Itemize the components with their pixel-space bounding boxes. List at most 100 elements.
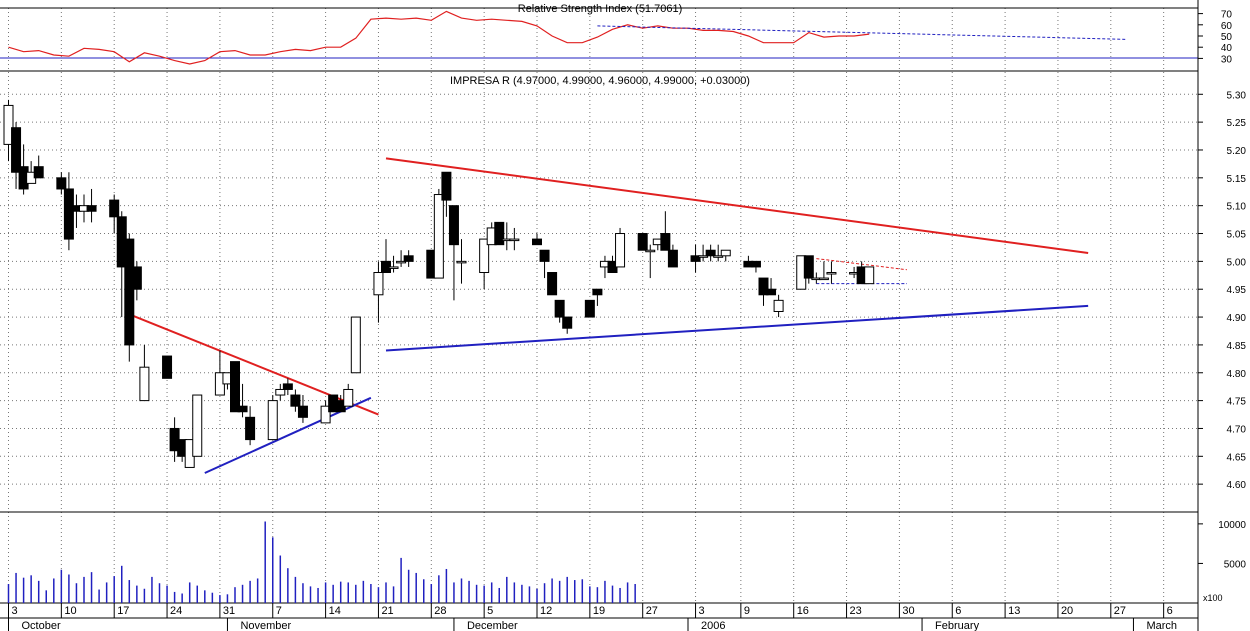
candle	[297, 395, 308, 423]
candle-body	[562, 316, 573, 329]
price-tick-label: 5.30	[1227, 90, 1247, 101]
candle	[698, 244, 709, 262]
candle	[56, 172, 67, 195]
candle-body	[713, 255, 724, 258]
price-tick-label: 5.20	[1227, 146, 1247, 157]
candle	[11, 122, 22, 189]
date-label: 19	[593, 605, 605, 617]
month-label: February	[935, 620, 980, 631]
date-label: 27	[646, 605, 658, 617]
candle	[690, 244, 701, 273]
candle	[660, 211, 671, 251]
candle-body	[539, 249, 550, 262]
candle-body	[509, 238, 520, 242]
volume-unit: x100	[1203, 593, 1223, 603]
candle-body	[131, 266, 142, 290]
rsi-tick-label: 50	[1221, 32, 1233, 43]
candle	[509, 227, 520, 251]
volume-bars	[7, 521, 636, 603]
candle	[245, 406, 256, 446]
rsi-tick-label: 40	[1221, 43, 1233, 54]
candle-body	[547, 272, 558, 296]
price-tick-label: 5.25	[1227, 118, 1247, 129]
candle	[282, 378, 293, 396]
date-label: 17	[117, 605, 129, 617]
candle	[637, 233, 648, 251]
price-tick-label: 4.80	[1227, 369, 1247, 380]
date-label: 7	[276, 605, 282, 617]
candle-body	[637, 233, 648, 251]
candle	[539, 249, 550, 279]
candle-body	[645, 249, 656, 253]
date-label: 10	[64, 605, 76, 617]
candle-body	[433, 194, 444, 279]
candle	[162, 355, 173, 379]
candle-body	[456, 260, 467, 264]
candle	[773, 294, 784, 318]
candle-body	[282, 383, 293, 390]
candle-body	[532, 238, 542, 246]
candle-body	[267, 400, 278, 441]
gridlines	[0, 8, 1198, 603]
price-title: IMPRESA R (4.97000, 4.99000, 4.96000, 4.…	[450, 75, 750, 87]
price-tick-label: 5.10	[1227, 202, 1247, 213]
candle	[3, 99, 14, 162]
trendline	[204, 396, 372, 474]
candle	[713, 244, 724, 262]
candle	[645, 244, 656, 279]
candle	[275, 383, 286, 401]
candle	[750, 260, 761, 273]
candle	[592, 288, 603, 306]
candle-body	[660, 233, 671, 251]
candle-body	[275, 388, 286, 396]
candle-body	[803, 255, 814, 279]
candle	[396, 250, 407, 267]
date-label: 9	[744, 605, 750, 617]
candle-body	[109, 199, 120, 218]
candle-body	[297, 405, 308, 418]
candle-body	[403, 255, 414, 262]
candle-body	[343, 388, 354, 407]
candle-body	[758, 277, 769, 296]
rsi-tick-label: 30	[1221, 54, 1233, 65]
candle-body	[162, 355, 173, 379]
candle-body	[139, 366, 150, 402]
date-label: 16	[797, 605, 809, 617]
candle-body	[615, 233, 626, 268]
price-tick-label: 5.00	[1227, 257, 1247, 268]
date-label: 6	[1167, 605, 1173, 617]
candle-body	[56, 177, 67, 190]
candle-body	[230, 361, 240, 413]
price-tick-label: 5.15	[1227, 174, 1247, 185]
rsi-line	[8, 10, 870, 65]
date-label: 14	[329, 605, 341, 617]
date-label: 13	[1008, 605, 1020, 617]
month-label: November	[240, 620, 291, 631]
rsi-title: Relative Strength Index (51.7061)	[518, 3, 683, 15]
candle	[758, 277, 769, 306]
date-label: 30	[902, 605, 914, 617]
candle-body	[33, 166, 44, 179]
candle	[705, 244, 716, 262]
date-label: 6	[955, 605, 961, 617]
candle	[864, 266, 875, 285]
candle-body	[441, 171, 452, 201]
price-tick-label: 4.60	[1227, 480, 1247, 491]
candle	[237, 383, 248, 418]
date-label: 31	[223, 605, 235, 617]
candle	[818, 261, 829, 281]
candle	[267, 395, 278, 441]
candle	[33, 155, 44, 179]
candle-body	[86, 205, 97, 212]
candle-body	[766, 288, 777, 296]
price-tick-label: 4.70	[1227, 424, 1247, 435]
candle	[230, 361, 240, 413]
date-label: 27	[1114, 605, 1126, 617]
date-label: 12	[540, 605, 552, 617]
month-label: October	[22, 620, 61, 631]
candle	[456, 239, 467, 284]
candle-body	[290, 394, 301, 407]
candle-body	[698, 255, 709, 258]
